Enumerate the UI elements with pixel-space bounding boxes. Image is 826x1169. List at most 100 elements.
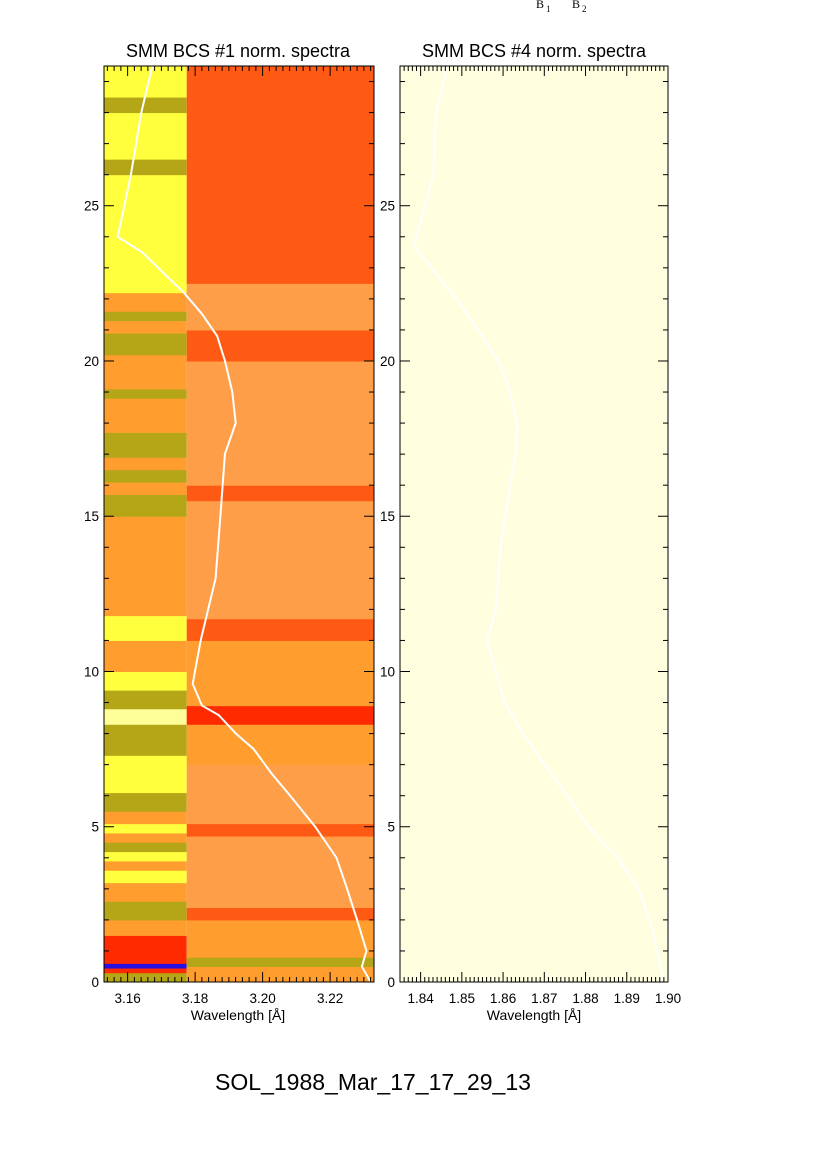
- bcs1-short-band-26: [104, 469, 187, 483]
- bcs4-xtick-label: 1.84: [407, 991, 434, 1006]
- bcs1-long-band-14: [186, 329, 374, 362]
- bcs4-ticks: 0 5 10 15 20 25 1.84 1.85 1.86 1.87 1.88 1.89 1.90: [380, 66, 681, 1006]
- bcs1-short-band-8: [104, 870, 187, 884]
- bcs1-short-band-39: [104, 97, 187, 114]
- bcs1-short-band-1: [104, 968, 187, 974]
- bcs4-ytick-label: 10: [380, 664, 395, 679]
- bcs1-short-band-30: [104, 388, 187, 399]
- bcs1-ytick-label: 25: [84, 199, 99, 214]
- bcs1-long-band-2: [186, 919, 374, 958]
- bcs1-long-band-3: [186, 907, 374, 921]
- panel-bcs1: SMM BCS #1 norm. spectra 0 5 10 15 20 25 3.16 3…: [84, 41, 375, 1023]
- bcs1-short-band-17: [104, 724, 187, 756]
- panel-bcs4: SMM BCS #4 norm. spectra 0 5 10 15 20 25 1.84 1…: [380, 41, 681, 1023]
- bcs4-ytick-label: 0: [387, 975, 395, 990]
- bcs1-short-band-25: [104, 482, 187, 496]
- bcs1-short-band-2: [104, 963, 187, 969]
- panel-bcs4-title: SMM BCS #4 norm. spectra: [422, 41, 647, 61]
- bcs1-lightcurve: [116, 65, 372, 983]
- bcs1-short-band-21: [104, 640, 187, 672]
- bcs1-long-band-10: [186, 618, 374, 641]
- bcs1-long-band-0: [186, 966, 374, 983]
- bcs4-ytick-label: 20: [380, 354, 395, 369]
- bcs1-long-band-6: [186, 764, 374, 825]
- bcs4-background: [400, 66, 668, 982]
- bcs1-short-band-34: [104, 311, 187, 322]
- bcs1-short-band-38: [104, 112, 187, 160]
- bcs1-short-band-14: [104, 811, 187, 825]
- bcs4-xtick-label: 1.85: [449, 991, 475, 1006]
- bcs4-ytick-label: 15: [380, 509, 395, 524]
- bcs1-short-band-9: [104, 860, 187, 871]
- b1-subscript: 1: [546, 4, 551, 14]
- bcs1-short-band-11: [104, 842, 187, 853]
- bcs1-short-band-12: [104, 832, 187, 843]
- bcs1-ytick-label: 20: [84, 354, 99, 369]
- bcs1-ytick-label: 15: [84, 509, 99, 524]
- bcs1-long-band-13: [186, 360, 374, 486]
- bcs1-short-band-28: [104, 432, 187, 458]
- bcs1-short-band-35: [104, 292, 187, 312]
- bcs1-xlabel: Wavelength [Å]: [191, 1007, 285, 1023]
- bcs1-long-band-5: [186, 823, 374, 837]
- bcs1-xtick-label: 3.18: [182, 991, 208, 1006]
- bcs1-short-band-18: [104, 708, 187, 725]
- bcs1-short-band-19: [104, 690, 187, 710]
- b2-label: B: [572, 0, 580, 11]
- bcs1-short-band-7: [104, 882, 187, 902]
- bcs1-short-band-22: [104, 615, 187, 641]
- bcs1-short-band-31: [104, 354, 187, 390]
- bcs1-long-band-16: [186, 66, 374, 284]
- bcs4-xtick-label: 1.89: [614, 991, 640, 1006]
- bcs1-bands-long: [186, 66, 374, 983]
- bcs1-short-band-36: [104, 174, 187, 294]
- bcs1-short-band-23: [104, 516, 187, 617]
- bcs4-xtick-label: 1.88: [572, 991, 598, 1006]
- bcs1-xtick-label: 3.22: [317, 991, 343, 1006]
- bcs1-long-band-12: [186, 485, 374, 502]
- event-caption: SOL_1988_Mar_17_17_29_13: [215, 1069, 531, 1095]
- bcs1-short-band-20: [104, 671, 187, 691]
- bcs1-short-band-13: [104, 823, 187, 834]
- b2-subscript: 2: [582, 4, 587, 14]
- bcs1-ytick-label: 5: [91, 820, 99, 835]
- bcs1-long-band-9: [186, 640, 374, 707]
- bcs1-long-band-1: [186, 957, 374, 967]
- bcs1-short-band-5: [104, 919, 187, 936]
- bcs1-frame: [103, 65, 375, 983]
- bcs1-long-band-15: [186, 283, 374, 331]
- bcs4-xtick-label: 1.90: [655, 991, 681, 1006]
- bcs1-bands-short: [104, 66, 187, 983]
- bcs1-short-band-29: [104, 398, 187, 433]
- bcs4-xlabel: Wavelength [Å]: [487, 1007, 581, 1023]
- bcs1-ytick-label: 0: [91, 975, 99, 990]
- bcs1-short-band-0: [104, 972, 187, 983]
- bcs1-short-band-27: [104, 457, 187, 471]
- bcs1-long-band-4: [186, 836, 374, 908]
- bcs4-lightcurve: [413, 65, 665, 983]
- bcs4-frame: [399, 65, 669, 983]
- bcs4-ytick-label: 5: [387, 820, 395, 835]
- bcs4-xtick-label: 1.86: [490, 991, 516, 1006]
- bcs1-short-band-10: [104, 851, 187, 862]
- panel-bcs1-title: SMM BCS #1 norm. spectra: [126, 41, 351, 61]
- bcs1-ytick-label: 10: [84, 664, 99, 679]
- bcs1-short-band-16: [104, 755, 187, 794]
- bcs1-short-band-3: [104, 958, 187, 964]
- bcs1-short-band-32: [104, 333, 187, 356]
- bcs1-short-band-37: [104, 159, 187, 176]
- bcs1-short-band-24: [104, 494, 187, 517]
- bcs1-xtick-label: 3.16: [114, 991, 140, 1006]
- bcs1-long-band-11: [186, 500, 374, 620]
- bcs1-short-band-6: [104, 901, 187, 921]
- bcs1-xtick-label: 3.20: [249, 991, 275, 1006]
- bcs1-long-band-7: [186, 724, 374, 766]
- bcs1-short-band-33: [104, 320, 187, 334]
- bcs1-short-band-15: [104, 792, 187, 812]
- bcs1-short-band-4: [104, 935, 187, 960]
- b1-label: B: [536, 0, 544, 11]
- bcs4-xtick-label: 1.87: [531, 991, 557, 1006]
- bcs1-ticks: 0 5 10 15 20 25 3.16 3.18 3.20 3.22: [84, 66, 374, 1006]
- bcs1-long-band-8: [186, 705, 374, 725]
